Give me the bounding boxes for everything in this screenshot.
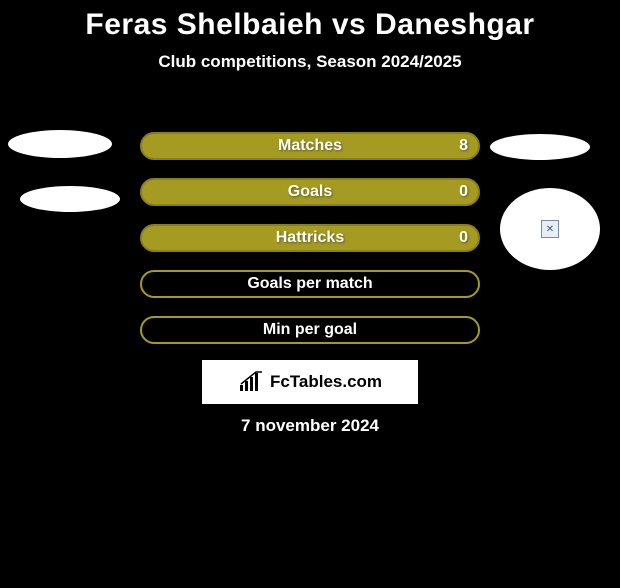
player-left-ellipse-2 [20,186,120,212]
comparison-subtitle: Club competitions, Season 2024/2025 [0,52,620,72]
stat-label: Min per goal [263,321,357,339]
stat-row: Goals 0 [140,178,480,206]
brand-chart-icon [238,371,264,393]
comparison-title: Feras Shelbaieh vs Daneshgar [0,8,620,42]
stat-row: Min per goal [140,316,480,344]
stat-value-right: 8 [459,137,468,155]
player-right-ellipse-1 [490,134,590,160]
player-right-photo-circle: ✕ [500,188,600,270]
broken-image-icon: ✕ [541,220,559,238]
brand-text: FcTables.com [270,372,382,392]
date-line: 7 november 2024 [0,416,620,436]
stat-value-right: 0 [459,229,468,247]
stat-value-right: 0 [459,183,468,201]
stat-label: Hattricks [276,229,344,247]
stats-container: Matches 8 Goals 0 Hattricks 0 Goals per match M… [140,132,480,362]
stat-row: Goals per match [140,270,480,298]
player-left-ellipse-1 [8,130,112,158]
stat-label: Matches [278,137,342,155]
stat-label: Goals [288,183,332,201]
brand-box: FcTables.com [202,360,418,404]
stat-label: Goals per match [247,275,372,293]
stat-row: Matches 8 [140,132,480,160]
stat-row: Hattricks 0 [140,224,480,252]
